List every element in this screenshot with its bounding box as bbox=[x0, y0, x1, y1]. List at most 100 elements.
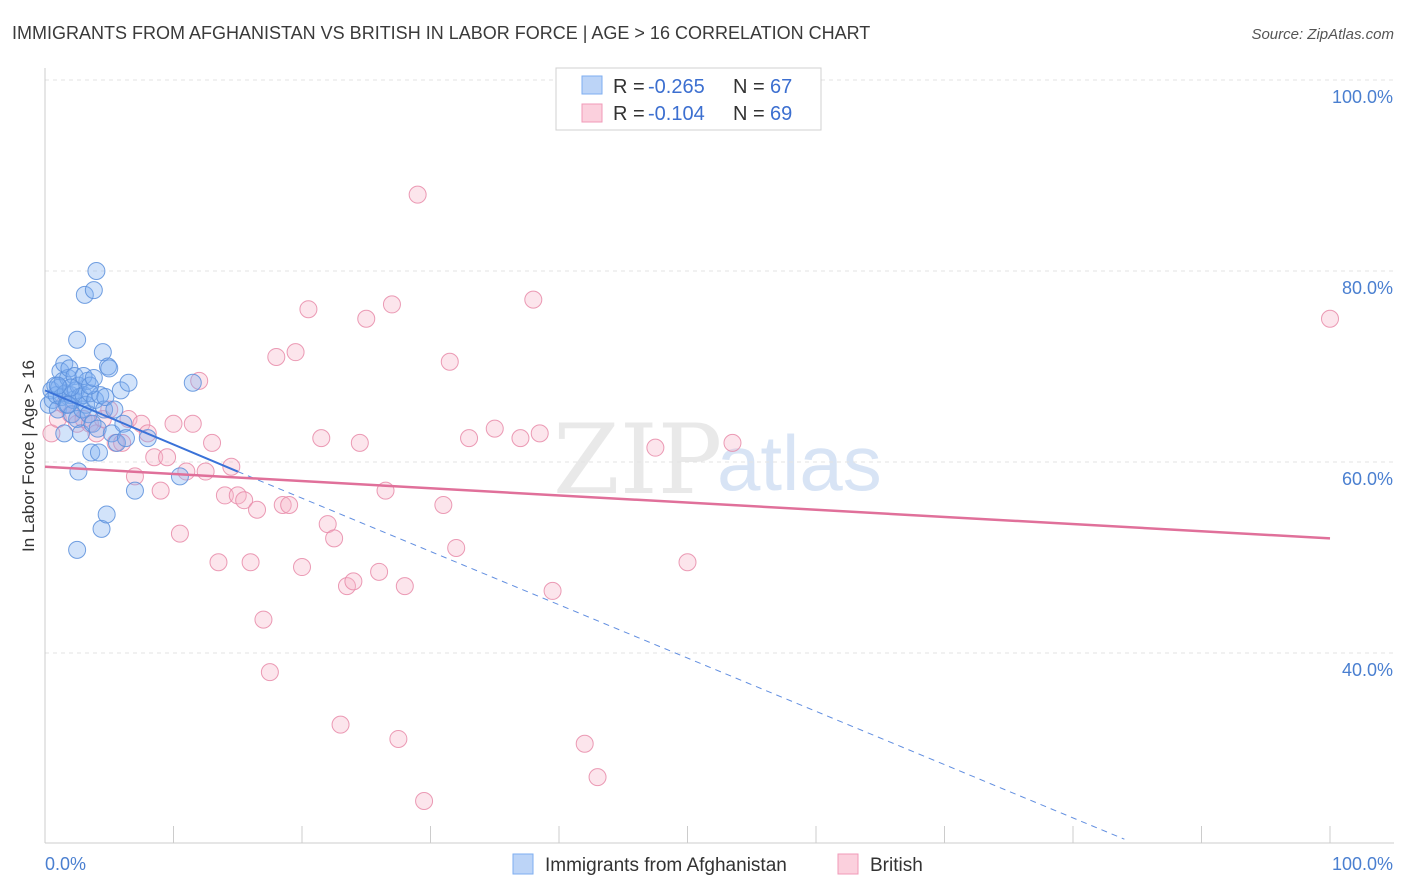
legend-n-label-british: N = bbox=[733, 103, 765, 125]
british-point-48 bbox=[357, 309, 376, 328]
bottom-legend-swatch-afghanistan bbox=[512, 853, 534, 875]
y-tick-label-3: 40.0% bbox=[1342, 660, 1393, 680]
british-point-61 bbox=[511, 429, 530, 448]
watermark-atlas: atlas bbox=[717, 419, 882, 507]
british-point-56 bbox=[434, 495, 453, 514]
afghanistan-point-66 bbox=[84, 368, 103, 387]
british-point-35 bbox=[267, 347, 286, 366]
british-point-22 bbox=[183, 414, 202, 433]
british-point-55 bbox=[415, 792, 434, 811]
british-point-70 bbox=[1321, 309, 1339, 328]
afghanistan-point-31 bbox=[82, 443, 101, 462]
british-point-33 bbox=[254, 610, 273, 629]
bottom-legend-swatch-british bbox=[837, 853, 859, 875]
british-point-20 bbox=[170, 524, 189, 543]
stats-legend: R = -0.265 N = 67 R = -0.104 N = 69 bbox=[555, 67, 822, 131]
y-tick-label-1: 80.0% bbox=[1342, 278, 1393, 298]
british-point-39 bbox=[293, 558, 311, 577]
afghanistan-point-60 bbox=[125, 481, 144, 500]
y-tick-label-0: 100.0% bbox=[1332, 87, 1393, 107]
british-point-44 bbox=[331, 715, 350, 734]
y-tick-labels: 100.0% 80.0% 60.0% 40.0% bbox=[1332, 87, 1393, 680]
british-point-45 bbox=[337, 577, 356, 596]
british-point-26 bbox=[209, 553, 228, 572]
legend-r-value-british: -0.104 bbox=[648, 103, 705, 125]
afghanistan-point-47 bbox=[105, 400, 124, 419]
british-point-57 bbox=[440, 352, 459, 371]
afghanistan-point-49 bbox=[111, 381, 130, 400]
british-point-34 bbox=[260, 663, 279, 682]
british-point-63 bbox=[530, 424, 549, 443]
british-point-69 bbox=[723, 433, 742, 452]
afghanistan-point-26 bbox=[75, 285, 94, 304]
legend-n-label-afghanistan: N = bbox=[733, 76, 765, 98]
british-point-68 bbox=[678, 553, 697, 572]
afghanistan-point-51 bbox=[116, 429, 135, 448]
british-point-4 bbox=[68, 414, 87, 433]
x-tick-label-0: 0.0% bbox=[45, 854, 86, 874]
british-point-59 bbox=[460, 429, 479, 448]
afghanistan-point-48 bbox=[107, 433, 126, 452]
series-british bbox=[42, 185, 1339, 811]
afghanistan-point-32 bbox=[83, 414, 102, 433]
trendline-afghanistan-extension bbox=[237, 471, 1125, 840]
afghanistan-point-33 bbox=[84, 281, 103, 300]
british-point-27 bbox=[215, 486, 234, 505]
british-point-5 bbox=[74, 410, 93, 429]
x-minor-ticks bbox=[173, 826, 1331, 843]
bottom-legend-label-british: British bbox=[870, 855, 923, 876]
british-point-38 bbox=[286, 343, 305, 362]
legend-r-label-british: R = bbox=[613, 103, 645, 125]
trendline-afghanistan bbox=[44, 389, 239, 473]
british-point-66 bbox=[588, 768, 607, 787]
british-point-47 bbox=[350, 433, 369, 452]
y-axis-label: In Labor Force | Age > 16 bbox=[19, 360, 38, 552]
x-tick-label-1: 100.0% bbox=[1332, 854, 1393, 874]
afghanistan-point-52 bbox=[119, 373, 138, 392]
afghanistan-point-62 bbox=[170, 467, 189, 486]
british-point-64 bbox=[543, 581, 562, 600]
afghanistan-point-46 bbox=[102, 424, 121, 443]
series-legend: Immigrants from Afghanistan British bbox=[512, 853, 923, 876]
y-tick-label-2: 60.0% bbox=[1342, 469, 1393, 489]
british-point-18 bbox=[158, 448, 177, 467]
british-point-40 bbox=[299, 300, 318, 319]
afghanistan-point-40 bbox=[93, 343, 112, 362]
legend-n-value-afghanistan: 67 bbox=[770, 76, 792, 98]
afghanistan-point-56 bbox=[68, 540, 87, 559]
british-point-36 bbox=[273, 495, 292, 514]
afghanistan-point-57 bbox=[69, 462, 88, 481]
british-point-31 bbox=[241, 553, 260, 572]
trendlines bbox=[44, 389, 1331, 840]
afghanistan-point-53 bbox=[68, 330, 87, 349]
afghanistan-point-37 bbox=[89, 443, 108, 462]
legend-swatch-british bbox=[581, 103, 603, 123]
afghanistan-point-10 bbox=[55, 354, 74, 373]
british-point-41 bbox=[312, 429, 331, 448]
british-point-32 bbox=[248, 500, 267, 519]
british-point-19 bbox=[164, 414, 183, 433]
british-point-24 bbox=[196, 462, 215, 481]
legend-n-value-british: 69 bbox=[770, 103, 792, 125]
british-point-54 bbox=[408, 185, 427, 204]
british-point-17 bbox=[151, 481, 170, 500]
british-point-16 bbox=[145, 448, 164, 467]
british-point-46 bbox=[344, 572, 363, 591]
british-point-51 bbox=[382, 295, 401, 314]
afghanistan-point-54 bbox=[55, 424, 74, 443]
axes bbox=[44, 68, 1394, 844]
chart-source: Source: ZipAtlas.com bbox=[1251, 26, 1394, 43]
series-afghanistan bbox=[39, 262, 202, 559]
british-point-43 bbox=[325, 529, 344, 548]
afghanistan-point-34 bbox=[86, 390, 105, 409]
bottom-legend-label-afghanistan: Immigrants from Afghanistan bbox=[545, 855, 787, 876]
british-point-53 bbox=[395, 577, 414, 596]
legend-r-value-afghanistan: -0.265 bbox=[648, 76, 705, 98]
afghanistan-point-45 bbox=[100, 359, 119, 378]
chart-title: IMMIGRANTS FROM AFGHANISTAN VS BRITISH I… bbox=[12, 23, 870, 43]
british-point-62 bbox=[524, 290, 543, 309]
legend-r-label-afghanistan: R = bbox=[613, 76, 645, 98]
british-point-60 bbox=[485, 419, 504, 438]
watermark: ZIP atlas bbox=[553, 404, 882, 516]
